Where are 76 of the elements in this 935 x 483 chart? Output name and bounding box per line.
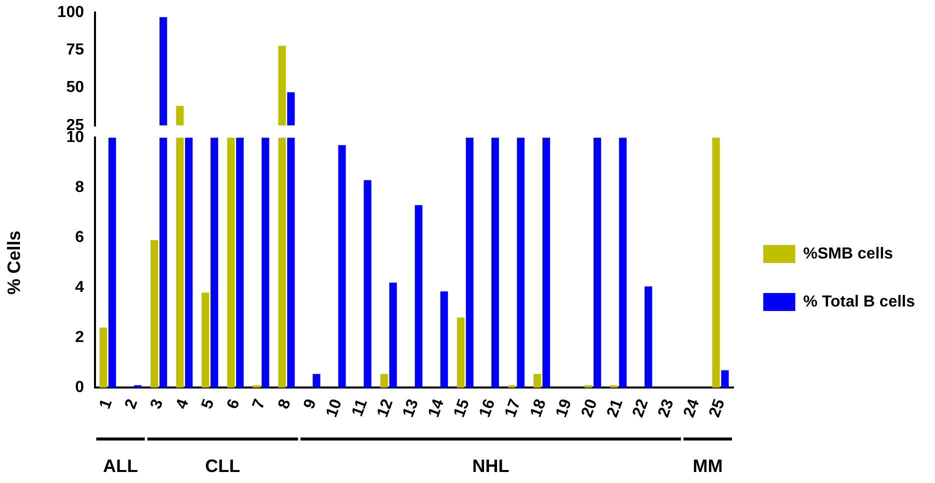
text: NHL — [472, 456, 510, 476]
bar — [721, 370, 729, 388]
bar — [380, 374, 388, 388]
y-tick-label: 75 — [66, 42, 84, 59]
bar — [150, 240, 158, 388]
y-tick-label: 100 — [57, 4, 84, 22]
x-tick-label: 9 — [300, 396, 320, 412]
bar — [491, 138, 499, 388]
x-tick-label: 12 — [374, 396, 397, 420]
x-tick-label: 19 — [553, 396, 576, 420]
y-tick-label: 6 — [75, 229, 84, 246]
bar — [516, 138, 525, 388]
x-tick-label: 24 — [680, 396, 703, 420]
bar — [312, 374, 320, 388]
legend-label: %SMB cells — [803, 245, 894, 262]
bar — [159, 138, 168, 388]
bar — [100, 328, 108, 388]
text: MM — [692, 456, 723, 476]
x-tick-label: 17 — [502, 396, 524, 420]
bar — [262, 138, 270, 388]
bar — [287, 138, 295, 388]
x-tick-label: 23 — [655, 396, 678, 420]
x-tick-label: 22 — [630, 396, 652, 420]
bar — [619, 138, 627, 388]
x-tick-label: 5 — [198, 396, 218, 412]
bar — [236, 138, 244, 388]
legend-label: % Total B cells — [803, 293, 916, 310]
x-tick-label: 18 — [528, 396, 550, 420]
bar — [644, 286, 652, 388]
bar — [227, 138, 235, 388]
y-tick-label: 2 — [75, 329, 84, 346]
bar — [134, 385, 142, 388]
x-tick-label: 1 — [96, 396, 116, 412]
bar — [185, 138, 193, 388]
x-tick-label: 3 — [148, 396, 167, 412]
text: ALL — [103, 456, 138, 476]
bar — [456, 318, 465, 388]
bar — [594, 138, 602, 388]
y-tick-label: 0 — [75, 379, 84, 396]
text: CLL — [205, 456, 240, 476]
bar — [364, 180, 372, 388]
bar — [252, 385, 260, 388]
bar — [610, 385, 618, 388]
y-tick-label: 50 — [66, 79, 84, 96]
bar — [508, 385, 516, 388]
x-tick-label: 7 — [250, 396, 269, 412]
x-tick-label: 13 — [400, 396, 422, 420]
x-tick-label: 8 — [275, 396, 294, 412]
bar — [389, 282, 397, 388]
bar — [338, 145, 346, 388]
x-tick-label: 2 — [122, 396, 142, 412]
bar — [278, 138, 286, 388]
y-tick-label: 4 — [75, 279, 84, 296]
bar — [534, 374, 542, 388]
x-tick-label: 10 — [323, 396, 346, 420]
bar — [466, 138, 474, 388]
x-tick-label: 21 — [604, 396, 626, 420]
bar — [414, 205, 422, 388]
bar — [202, 292, 210, 388]
bar — [440, 291, 448, 388]
y-tick-label: 8 — [75, 179, 84, 196]
x-tick-label: 4 — [173, 396, 192, 412]
x-tick-label: 15 — [451, 396, 474, 420]
bar — [542, 138, 550, 388]
bar — [210, 138, 218, 388]
x-tick-label: 20 — [578, 396, 601, 420]
bar — [712, 138, 720, 388]
bar — [108, 138, 116, 388]
y-axis-title: % Cells — [4, 230, 24, 295]
x-tick-label: 11 — [349, 396, 372, 419]
x-tick-label: 6 — [224, 396, 244, 412]
x-tick-label: 16 — [476, 396, 499, 420]
bar — [584, 385, 592, 388]
bar — [176, 138, 184, 388]
x-tick-label: 25 — [706, 396, 728, 420]
x-tick-label: 14 — [426, 396, 448, 420]
